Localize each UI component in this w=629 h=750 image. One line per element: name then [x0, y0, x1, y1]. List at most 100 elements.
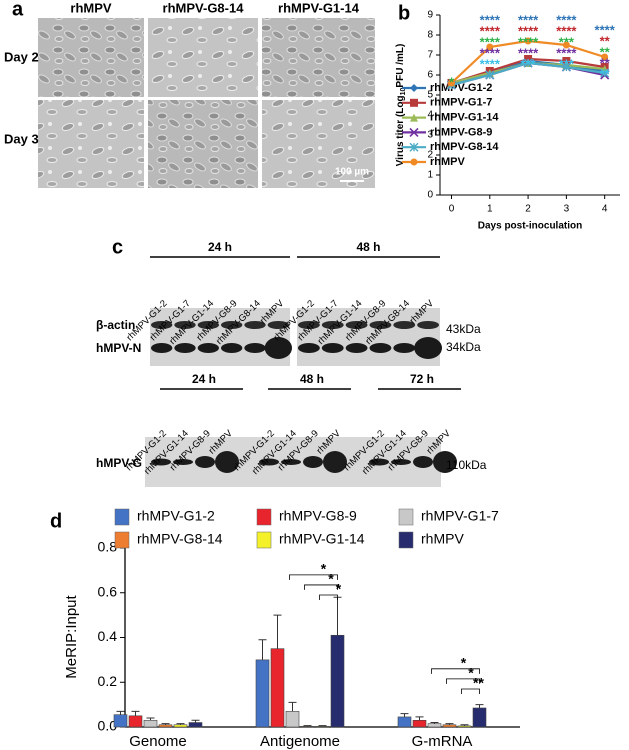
panel-label: a	[12, 0, 24, 20]
band	[174, 343, 196, 353]
size-label: 110kDa	[446, 458, 487, 472]
legend-swatch	[256, 508, 272, 526]
x-tick-label: Antigenome	[260, 733, 340, 750]
significance-bracket	[319, 594, 338, 600]
significance-label: ****	[518, 45, 539, 60]
band	[264, 337, 293, 359]
bar	[270, 648, 285, 728]
band-label: β-actin	[96, 318, 135, 332]
x-axis-label: Days post-inoculation	[478, 221, 582, 232]
legend-marker	[410, 158, 418, 166]
x-tick-label: 1	[487, 204, 493, 215]
legend-label: rhMPV-G1-2	[430, 82, 492, 94]
bar	[457, 725, 472, 728]
error-bar	[445, 723, 454, 725]
band	[221, 343, 243, 353]
legend-swatch	[114, 531, 130, 549]
column-label: rhMPV-G8-14	[163, 0, 245, 15]
error-bar	[258, 639, 267, 660]
bar	[412, 719, 427, 728]
legend-swatch	[114, 508, 130, 526]
legend-label: rhMPV-G8-9	[430, 126, 492, 138]
x-tick-label: 4	[602, 204, 608, 215]
band	[393, 321, 416, 329]
micrograph	[38, 18, 144, 97]
significance-label: ****	[480, 56, 501, 71]
legend-marker	[410, 98, 418, 107]
band	[281, 459, 301, 465]
size-label: 43kDa	[446, 322, 481, 336]
bar	[330, 634, 345, 728]
band	[391, 459, 411, 465]
panel-label: d	[50, 510, 62, 532]
x-tick-label: 2	[525, 204, 531, 215]
significance-bracket	[446, 678, 480, 684]
significance-label: ***	[520, 56, 536, 71]
legend-swatch	[398, 531, 414, 549]
band	[267, 321, 290, 329]
bar	[472, 707, 487, 728]
bar	[173, 724, 188, 728]
significance-bracket	[431, 668, 480, 674]
legend-label: rhMPV-G1-7	[430, 97, 492, 109]
band-label: hMPV-N	[96, 341, 141, 355]
x-tick-label: 0	[449, 204, 455, 215]
band	[393, 343, 416, 353]
micrograph	[148, 18, 258, 97]
significance-label: ****	[480, 12, 501, 27]
marker	[485, 70, 495, 80]
significance-label: **	[473, 675, 484, 691]
legend-swatch	[398, 508, 414, 526]
band	[413, 456, 433, 468]
micrograph	[148, 100, 258, 188]
error-bar	[415, 716, 424, 721]
band	[174, 321, 196, 329]
y-axis-label-part: Virus titer (Log	[395, 95, 406, 166]
y-tick-label: 0.0	[98, 718, 118, 734]
y-tick-label: 5	[427, 90, 433, 101]
band	[321, 343, 344, 353]
band	[215, 451, 239, 473]
significance-label: ****	[518, 34, 539, 49]
group-label: 48 h	[356, 240, 380, 254]
legend-label: rhMPV-G1-14	[430, 112, 499, 124]
band	[414, 337, 443, 359]
significance-label: ****	[556, 12, 577, 27]
y-tick-label: 6	[427, 70, 433, 81]
row-label: Day 3	[4, 131, 39, 146]
bar	[128, 715, 143, 728]
marker	[447, 79, 455, 87]
x-tick-label: 3	[564, 204, 570, 215]
error-bar	[273, 614, 282, 649]
significance-label: *	[336, 581, 342, 597]
legend-label: rhMPV-G1-7	[421, 508, 499, 524]
significance-label: **	[600, 55, 611, 70]
marker	[486, 43, 494, 51]
band	[197, 343, 219, 353]
legend-label: rhMPV-G1-2	[137, 508, 215, 524]
size-label: 34kDa	[446, 340, 481, 354]
significance-label: ***	[559, 34, 575, 49]
error-bar	[400, 713, 409, 717]
significance-label: ****	[595, 22, 616, 37]
band	[303, 456, 323, 468]
significance-label: *	[449, 74, 455, 89]
y-tick-label: 3	[427, 130, 433, 141]
bar	[427, 723, 442, 728]
scale-bar-label: 100 µm	[335, 167, 369, 178]
band	[369, 343, 392, 353]
band	[221, 321, 243, 329]
error-bar	[318, 725, 327, 727]
band	[244, 321, 266, 329]
band	[345, 343, 368, 353]
y-tick-label: 2	[427, 150, 433, 161]
significance-label: ***	[559, 56, 575, 71]
y-tick-label: 1	[427, 170, 433, 181]
legend-marker	[409, 127, 419, 137]
legend-label: rhMPV-G8-14	[137, 531, 223, 547]
y-axis-label-part: 10	[400, 87, 407, 95]
marker	[601, 53, 609, 61]
significance-bracket	[289, 574, 338, 580]
